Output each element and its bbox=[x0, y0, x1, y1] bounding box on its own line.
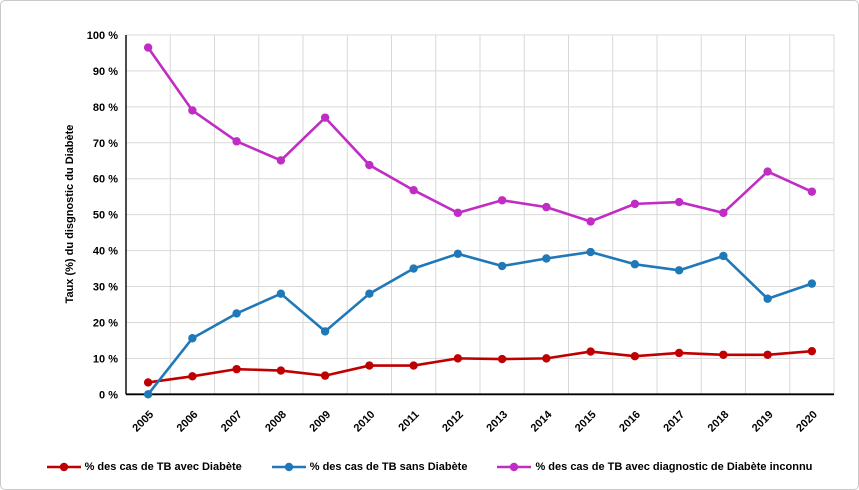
legend-marker-icon bbox=[271, 462, 306, 472]
y-tick-label: 0 % bbox=[99, 389, 118, 401]
data-point-2016-s2 bbox=[630, 199, 640, 209]
data-point-2020-s2 bbox=[807, 187, 817, 196]
data-point-2015-s0 bbox=[586, 347, 595, 356]
data-point-2008-s1 bbox=[276, 289, 286, 298]
data-point-2018-s0 bbox=[719, 350, 728, 359]
data-point-2008-s0 bbox=[276, 366, 286, 375]
data-point-2013-s0 bbox=[497, 354, 507, 364]
series-line-2 bbox=[146, 46, 814, 223]
axes bbox=[125, 35, 834, 396]
data-point-2020-s1 bbox=[807, 279, 817, 288]
y-tick-label: 20 % bbox=[93, 317, 118, 329]
data-point-2012-s0 bbox=[453, 354, 463, 363]
data-point-2017-s0 bbox=[674, 348, 684, 358]
legend-dot bbox=[59, 462, 68, 472]
x-tick-label: 2007 bbox=[219, 409, 245, 435]
data-point-2005-s2 bbox=[143, 43, 153, 52]
series-line-0 bbox=[146, 349, 814, 384]
data-point-2019-s0 bbox=[763, 350, 772, 359]
legend-label: % des cas de TB avec Diabète bbox=[84, 461, 242, 473]
gridlines bbox=[126, 34, 835, 395]
legend-item-0: % des cas de TB avec Diabète bbox=[46, 461, 242, 473]
x-tick-label: 2010 bbox=[352, 409, 378, 435]
x-tick-label: 2005 bbox=[130, 409, 156, 435]
x-tick-label: 2012 bbox=[440, 409, 466, 435]
x-tick-label: 2014 bbox=[529, 408, 555, 434]
data-point-2018-s2 bbox=[719, 208, 728, 218]
data-point-2019-s1 bbox=[763, 294, 772, 303]
data-point-2010-s0 bbox=[365, 361, 374, 370]
data-point-2020-s0 bbox=[807, 346, 817, 356]
x-tick-label: 2017 bbox=[661, 409, 687, 435]
data-point-2014-s0 bbox=[542, 354, 551, 363]
x-tick-label: 2018 bbox=[706, 409, 732, 435]
y-tick-labels: 0 % 10 % 20 % 30 % 40 % 50 % 60 % 70 % 80 % 90 % 1… bbox=[87, 30, 118, 401]
y-tick-label: 100 % bbox=[87, 30, 118, 42]
x-tick-label: 2006 bbox=[175, 409, 201, 435]
data-point-2010-s2 bbox=[365, 160, 374, 170]
data-point-2009-s1 bbox=[320, 327, 330, 336]
data-point-2011-s0 bbox=[409, 361, 418, 370]
data-point-2006-s2 bbox=[188, 106, 197, 115]
x-tick-labels: 2005 2006 2007 2008 2009 2010 2011 2012 2013 2014… bbox=[130, 408, 820, 434]
legend-dot bbox=[510, 462, 519, 472]
y-tick-label: 80 % bbox=[93, 102, 118, 114]
data-point-2007-s2 bbox=[232, 137, 241, 146]
data-point-2009-s0 bbox=[320, 371, 330, 380]
series-group bbox=[143, 43, 817, 399]
legend-label: % des cas de TB sans Diabète bbox=[309, 461, 468, 473]
data-point-2016-s1 bbox=[630, 260, 640, 269]
data-point-2006-s0 bbox=[188, 372, 197, 381]
series-line-1 bbox=[146, 250, 814, 396]
legend-item-2: % des cas de TB avec diagnostic de Diabè… bbox=[497, 461, 812, 473]
data-point-2007-s1 bbox=[232, 309, 241, 318]
y-tick-label: 10 % bbox=[93, 353, 118, 365]
y-axis-title: Taux (%) du disgnostic du Diabète bbox=[64, 125, 76, 304]
y-tick-label: 70 % bbox=[93, 138, 118, 150]
data-point-2019-s2 bbox=[763, 167, 772, 176]
legend-item-1: % des cas de TB sans Diabète bbox=[271, 461, 468, 473]
data-point-2009-s2 bbox=[320, 113, 330, 122]
x-tick-label: 2020 bbox=[794, 409, 820, 435]
data-point-2014-s2 bbox=[542, 202, 551, 212]
x-tick-label: 2011 bbox=[396, 409, 421, 434]
data-point-2012-s2 bbox=[453, 208, 463, 218]
data-point-2005-s0 bbox=[143, 378, 153, 387]
data-point-2011-s1 bbox=[409, 264, 418, 273]
data-point-2007-s0 bbox=[232, 364, 241, 374]
data-point-2014-s1 bbox=[542, 254, 551, 263]
x-tick-label: 2019 bbox=[750, 409, 776, 435]
data-point-2018-s1 bbox=[719, 251, 728, 261]
data-point-2017-s1 bbox=[674, 266, 684, 275]
y-tick-label: 90 % bbox=[93, 66, 118, 78]
data-point-2013-s1 bbox=[497, 261, 507, 271]
legend-dot bbox=[284, 462, 293, 472]
data-point-2008-s2 bbox=[276, 156, 286, 165]
x-tick-label: 2016 bbox=[617, 409, 643, 435]
legend: % des cas de TB avec Diabète % des cas de… bbox=[1, 461, 858, 473]
legend-label: % des cas de TB avec diagnostic de Diabè… bbox=[535, 461, 813, 473]
y-tick-label: 50 % bbox=[93, 210, 118, 222]
data-point-2011-s2 bbox=[409, 186, 418, 195]
x-tick-label: 2008 bbox=[263, 409, 289, 435]
data-point-2017-s2 bbox=[674, 197, 684, 207]
y-tick-label: 30 % bbox=[93, 282, 118, 294]
y-tick-label: 40 % bbox=[93, 246, 118, 258]
legend-marker-icon bbox=[497, 462, 532, 472]
legend-marker-icon bbox=[46, 462, 81, 472]
data-point-2015-s2 bbox=[586, 217, 595, 226]
data-point-2016-s0 bbox=[630, 352, 640, 361]
x-tick-label: 2015 bbox=[573, 409, 599, 435]
data-point-2015-s1 bbox=[586, 247, 595, 257]
data-point-2006-s1 bbox=[188, 334, 197, 343]
data-point-2012-s1 bbox=[453, 249, 463, 259]
x-tick-label: 2009 bbox=[307, 409, 333, 435]
data-point-2005-s1 bbox=[143, 390, 153, 399]
data-point-2010-s1 bbox=[365, 289, 374, 298]
data-point-2013-s2 bbox=[497, 196, 507, 205]
line-chart: 0 % 10 % 20 % 30 % 40 % 50 % 60 % 70 % 80 % 90 % 1… bbox=[64, 30, 835, 434]
x-tick-label: 2013 bbox=[484, 409, 510, 435]
y-tick-label: 60 % bbox=[93, 174, 118, 186]
